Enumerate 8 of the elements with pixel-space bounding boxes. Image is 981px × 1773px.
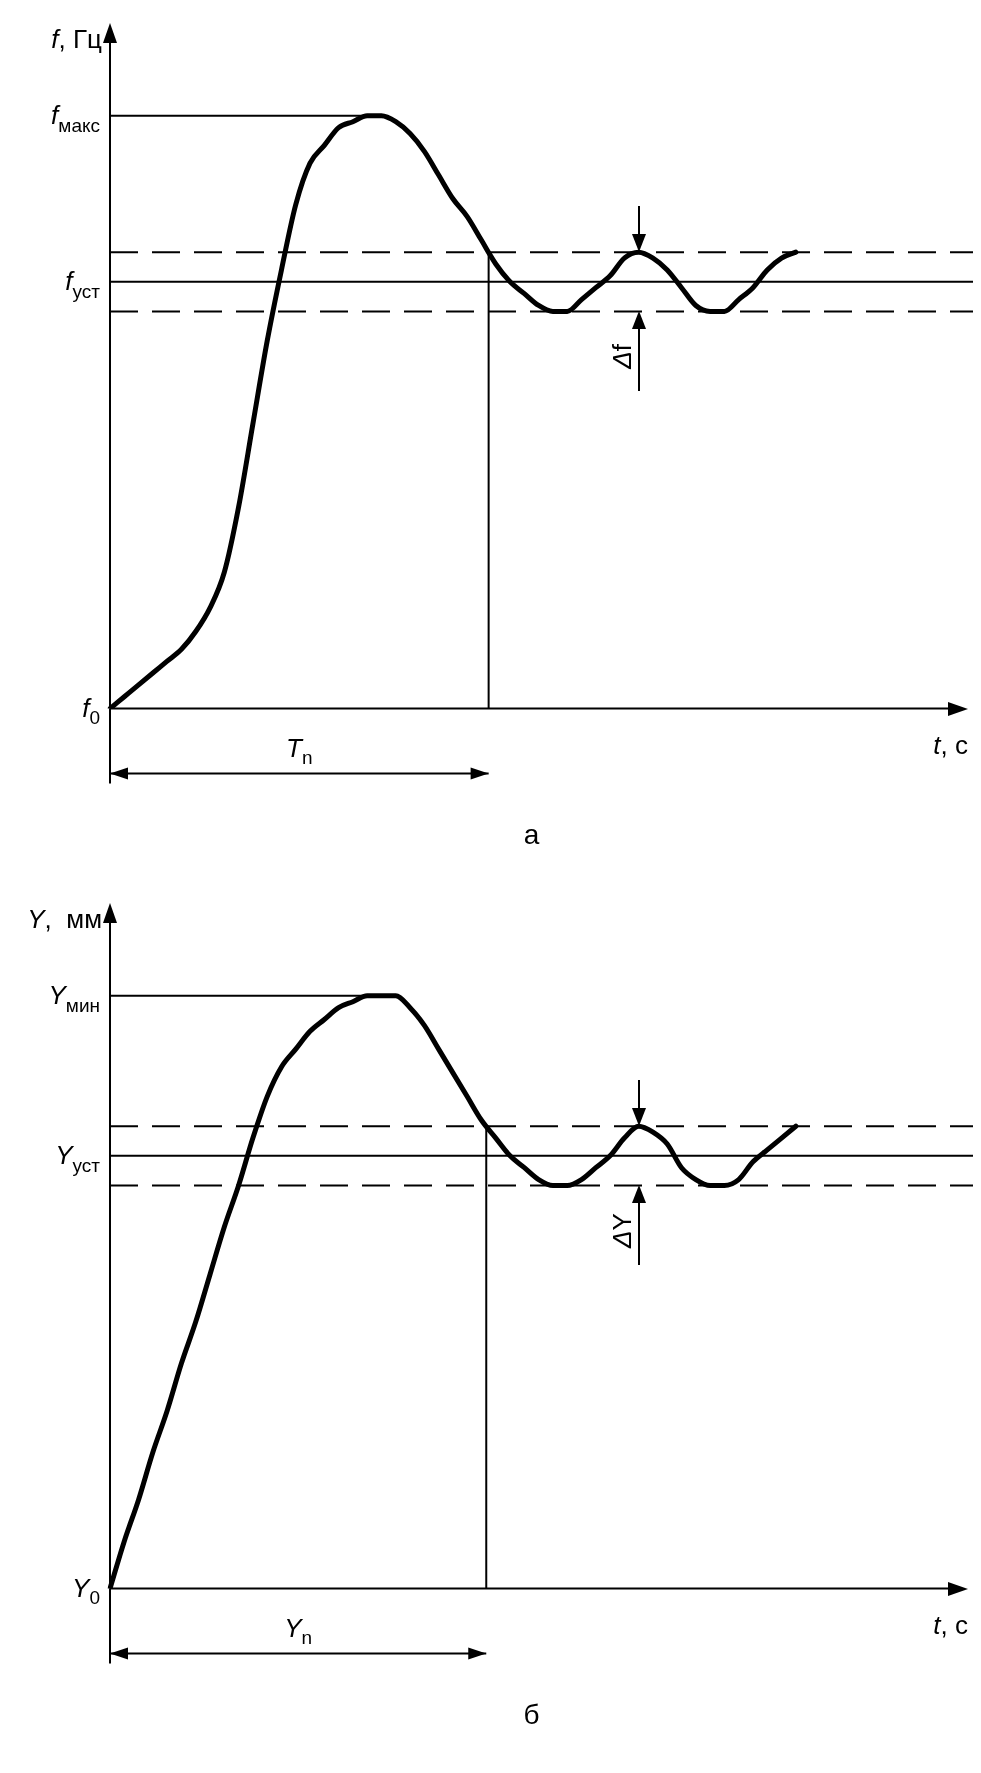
text: б bbox=[523, 1698, 540, 1730]
y-axis-title: Y, мм bbox=[27, 904, 102, 934]
y-axis-title: f, Гц bbox=[51, 24, 103, 54]
annotation: Δf bbox=[606, 343, 637, 370]
x-axis-title: t, с bbox=[933, 729, 969, 760]
annotation: ΔY bbox=[606, 1213, 637, 1249]
text: а bbox=[523, 818, 540, 850]
x-axis-title: t, с bbox=[933, 1609, 969, 1640]
